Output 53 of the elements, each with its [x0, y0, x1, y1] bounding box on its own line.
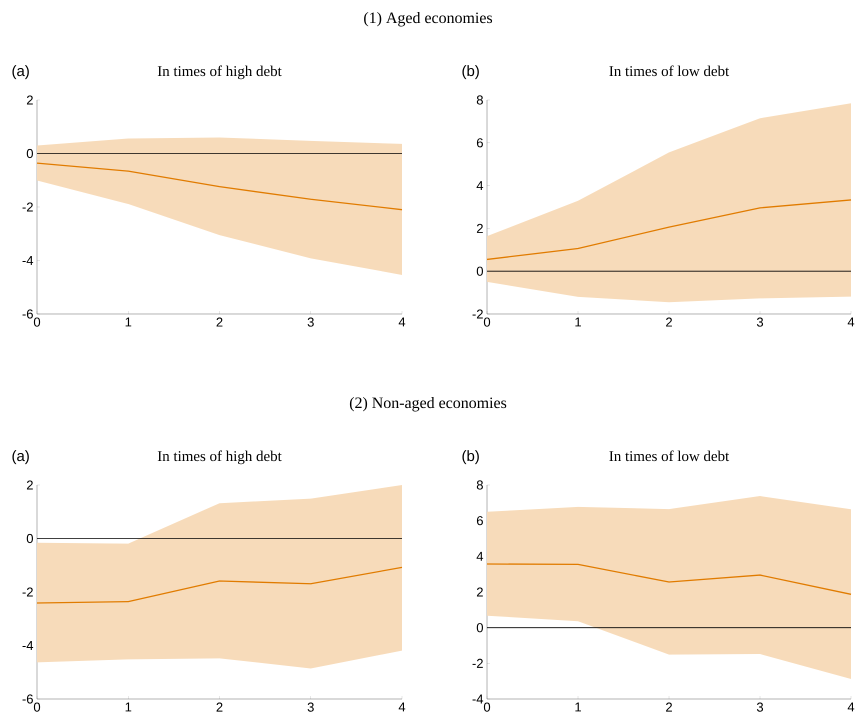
y-tick-label: -4	[22, 641, 34, 650]
y-tick-label: 2	[26, 480, 33, 490]
y-tick-label: 8	[476, 95, 483, 105]
text: (1) Aged economies	[364, 12, 492, 26]
y-tick-label: -2	[472, 658, 483, 668]
y-tick-label: -4	[22, 256, 34, 265]
x-tick-label: 2	[666, 702, 672, 712]
y-tick-label: 0	[26, 148, 33, 158]
y-tick-label: 6	[476, 138, 483, 148]
text: (b)	[462, 450, 479, 464]
x-tick-label: 3	[308, 318, 314, 327]
x-tick-label: 1	[575, 702, 581, 712]
text: (a)	[12, 65, 29, 80]
y-tick-label: -4	[472, 694, 484, 704]
y-tick-label: 8	[476, 480, 483, 490]
chart-title: In times of low debt	[609, 65, 730, 76]
x-tick-label: 4	[848, 702, 854, 712]
y-tick-label: -6	[22, 309, 33, 319]
text: (a)	[12, 450, 29, 464]
x-tick-label: 3	[308, 702, 314, 712]
y-tick-label: 2	[476, 587, 483, 597]
x-tick-label: 4	[398, 318, 406, 326]
x-tick-label: 3	[756, 702, 764, 712]
x-tick-label: 2	[666, 318, 672, 327]
text: (b)	[462, 65, 479, 80]
y-tick-label: 6	[476, 516, 483, 526]
x-tick-label: 0	[484, 702, 490, 712]
chart-title: In times of high debt	[158, 65, 282, 80]
chart-title: In times of low debt	[609, 450, 730, 462]
x-tick-label: 0	[34, 318, 40, 327]
y-tick-label: 4	[476, 552, 484, 561]
y-tick-label: 2	[476, 224, 483, 233]
y-tick-label: 0	[476, 623, 483, 632]
y-tick-label: -6	[22, 694, 33, 704]
x-tick-label: 0	[484, 318, 490, 327]
x-tick-label: 2	[216, 702, 222, 712]
x-tick-label: 3	[756, 318, 764, 327]
x-tick-label: 2	[216, 318, 222, 327]
y-tick-label: -2	[472, 309, 483, 319]
y-tick-label: 4	[476, 181, 484, 190]
x-tick-label: 1	[126, 702, 132, 712]
text: (2) Non-aged economies	[350, 396, 506, 412]
y-tick-label: -2	[22, 202, 33, 212]
y-tick-label: -2	[22, 587, 33, 597]
x-tick-label: 1	[126, 318, 132, 326]
y-tick-label: 0	[476, 266, 483, 276]
chart-title: In times of high debt	[158, 450, 282, 464]
y-tick-label: 0	[26, 534, 33, 544]
x-tick-label: 1	[575, 318, 581, 326]
y-tick-label: 2	[26, 95, 33, 105]
x-tick-label: 4	[398, 702, 406, 712]
x-tick-label: 4	[848, 318, 854, 326]
x-tick-label: 0	[34, 702, 40, 712]
